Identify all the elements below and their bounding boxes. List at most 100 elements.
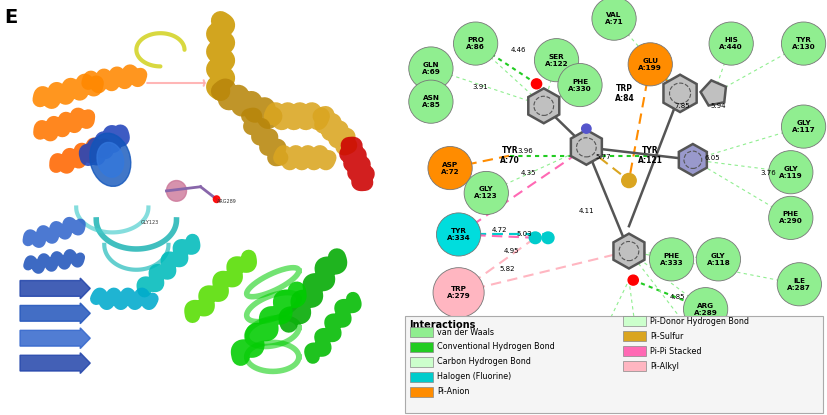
Circle shape [683, 329, 728, 372]
Circle shape [592, 0, 636, 40]
Circle shape [437, 213, 480, 256]
Circle shape [581, 124, 591, 133]
Text: TYR
A:130: TYR A:130 [791, 37, 815, 50]
Text: Halogen (Fluorine): Halogen (Fluorine) [437, 372, 512, 381]
Circle shape [542, 232, 554, 244]
Circle shape [529, 232, 541, 244]
Circle shape [166, 181, 187, 201]
FancyBboxPatch shape [409, 387, 433, 397]
Text: 3.91: 3.91 [472, 84, 488, 90]
Text: PHE
A:290: PHE A:290 [779, 211, 803, 225]
Text: GLY
A:119: GLY A:119 [779, 166, 803, 179]
Text: ARG289: ARG289 [217, 199, 237, 204]
Circle shape [532, 79, 542, 89]
Ellipse shape [90, 133, 131, 186]
Circle shape [768, 196, 813, 239]
Text: ILE
A:287: ILE A:287 [787, 278, 811, 291]
FancyArrow shape [20, 353, 90, 374]
Circle shape [213, 196, 220, 203]
FancyArrow shape [20, 328, 90, 349]
Text: Pi-Sulfur: Pi-Sulfur [650, 332, 684, 341]
Text: 4.46: 4.46 [510, 47, 526, 53]
Text: SER
A:122: SER A:122 [545, 54, 568, 67]
Text: TRP
A:84: TRP A:84 [614, 84, 634, 103]
Text: TYR
A:334: TYR A:334 [447, 228, 471, 241]
Text: ASP
A:72: ASP A:72 [441, 161, 459, 175]
Circle shape [409, 80, 453, 123]
Circle shape [628, 43, 672, 86]
Circle shape [683, 288, 728, 331]
Polygon shape [528, 88, 559, 123]
Text: 5.03: 5.03 [517, 232, 533, 237]
Text: 4.72: 4.72 [491, 227, 507, 233]
Text: PHE
A:288: PHE A:288 [694, 344, 718, 357]
Polygon shape [663, 75, 696, 112]
Circle shape [619, 354, 664, 397]
Circle shape [622, 173, 636, 188]
Text: 6.05: 6.05 [705, 155, 719, 161]
Circle shape [777, 263, 821, 306]
Circle shape [768, 151, 813, 194]
Polygon shape [571, 130, 602, 165]
Text: VAL
A:71: VAL A:71 [605, 12, 624, 25]
Circle shape [628, 275, 638, 285]
Text: PHE
A:330: PHE A:330 [568, 78, 592, 92]
Text: TYR
A:121: TYR A:121 [638, 146, 662, 165]
Circle shape [433, 268, 484, 317]
Text: 3.76: 3.76 [760, 171, 776, 176]
Text: Pi-Anion: Pi-Anion [437, 387, 470, 396]
FancyBboxPatch shape [623, 316, 646, 326]
Text: 4.11: 4.11 [579, 208, 594, 214]
FancyBboxPatch shape [409, 372, 433, 382]
Circle shape [649, 238, 694, 281]
Circle shape [558, 63, 602, 107]
Circle shape [782, 105, 825, 148]
Polygon shape [614, 234, 644, 269]
Text: 4.85: 4.85 [670, 294, 686, 300]
Text: LEU
A:282: LEU A:282 [579, 352, 603, 366]
Text: GLY123: GLY123 [141, 220, 159, 225]
Circle shape [709, 22, 753, 65]
Text: ARG
A:289: ARG A:289 [694, 303, 718, 316]
FancyArrow shape [20, 303, 90, 324]
Text: GLY
A:118: GLY A:118 [706, 253, 730, 266]
Text: 5.82: 5.82 [499, 266, 514, 272]
FancyArrow shape [20, 278, 90, 299]
Text: 4.35: 4.35 [521, 171, 537, 176]
Circle shape [453, 22, 498, 65]
FancyBboxPatch shape [623, 331, 646, 341]
FancyBboxPatch shape [409, 357, 433, 367]
Circle shape [409, 47, 453, 90]
Circle shape [464, 171, 509, 215]
Text: PHE
A:333: PHE A:333 [660, 253, 683, 266]
FancyBboxPatch shape [623, 346, 646, 356]
Text: TRP
A:279: TRP A:279 [447, 286, 471, 299]
Text: Pi-Alkyl: Pi-Alkyl [650, 361, 679, 371]
Text: GLN
A:69: GLN A:69 [422, 62, 440, 75]
Text: HIS
A:440: HIS A:440 [719, 37, 743, 50]
Text: PRO
A:86: PRO A:86 [466, 37, 485, 50]
FancyBboxPatch shape [409, 327, 433, 337]
Text: 7.85: 7.85 [674, 103, 690, 109]
FancyBboxPatch shape [409, 342, 433, 352]
Text: 5.77: 5.77 [595, 154, 611, 160]
Text: TYR
A:70: TYR A:70 [500, 146, 519, 165]
Circle shape [534, 39, 579, 82]
Text: GLY
A:117: GLY A:117 [791, 120, 815, 133]
Text: 3.96: 3.96 [518, 149, 533, 154]
Text: GLY
A:123: GLY A:123 [475, 186, 498, 200]
Text: 4.95: 4.95 [504, 248, 519, 254]
Text: van der Waals: van der Waals [437, 327, 495, 337]
Text: Interactions: Interactions [409, 320, 476, 330]
Polygon shape [700, 81, 726, 105]
FancyBboxPatch shape [623, 361, 646, 371]
Polygon shape [679, 144, 707, 176]
Circle shape [428, 146, 472, 190]
Text: Pi-Donor Hydrogen Bond: Pi-Donor Hydrogen Bond [650, 317, 749, 326]
FancyBboxPatch shape [405, 316, 823, 413]
Text: Pi-Pi Stacked: Pi-Pi Stacked [650, 347, 702, 356]
Text: GLU
A:199: GLU A:199 [638, 58, 662, 71]
Circle shape [568, 337, 613, 381]
Text: E: E [4, 8, 17, 27]
Text: SER
A:286: SER A:286 [630, 369, 653, 382]
